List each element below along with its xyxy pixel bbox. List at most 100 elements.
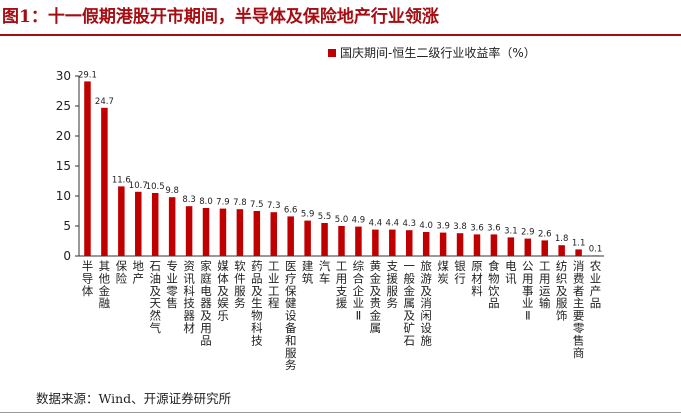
bar [151, 193, 159, 256]
x-tick-label: 药品及生物科技 [251, 259, 263, 347]
bar [168, 197, 176, 256]
legend-swatch [328, 49, 336, 57]
data-label: 9.8 [165, 186, 179, 196]
data-label: 7.5 [250, 200, 264, 210]
data-label: 6.6 [284, 205, 298, 215]
bar [304, 220, 311, 256]
bar [219, 208, 227, 256]
bar [321, 223, 328, 256]
data-label: 24.7 [95, 97, 114, 107]
bar [558, 245, 565, 256]
bar [575, 249, 582, 256]
value-labels: 29.1 24.7 11.610.710.5 9.88.3 8.0 7.9 7.8 7.5 7.… [78, 70, 602, 254]
bar [84, 81, 91, 257]
bar [338, 226, 345, 256]
x-tick-label: 专业零售 [166, 259, 178, 310]
data-label: 4.3 [402, 219, 416, 229]
bar [389, 229, 396, 256]
legend: 国庆期间-恒生二级行业收益率（%） [328, 45, 536, 60]
x-tick-label: 消费者主要零售商 [573, 259, 585, 360]
title-divider [0, 34, 681, 36]
data-label: 1.8 [555, 234, 569, 244]
y-tick-label: 15 [56, 159, 71, 173]
data-label: 3.1 [504, 226, 518, 236]
data-label: 11.6 [112, 175, 131, 185]
x-tick-label: 农业产品 [590, 259, 602, 310]
x-tick-label: 一般金属及矿石 [403, 259, 415, 347]
bar [270, 212, 278, 256]
x-tick-label: 电讯 [505, 259, 517, 285]
bar [372, 229, 379, 256]
bar [439, 232, 447, 256]
bar [185, 206, 193, 256]
legend-label: 国庆期间-恒生二级行业收益率（%） [340, 45, 536, 60]
bar [355, 226, 362, 256]
y-tick-label: 0 [63, 249, 71, 263]
bar [592, 255, 599, 256]
source-note: 数据来源：Wind、开源证券研究所 [36, 391, 232, 406]
data-label: 10.7 [129, 181, 148, 191]
x-tick-label: 公用事业 Ⅱ [522, 259, 534, 323]
bar [202, 208, 210, 256]
data-label: 1.1 [572, 238, 586, 248]
data-label: 3.6 [470, 223, 484, 233]
data-label: 4.0 [419, 221, 433, 231]
x-tick-label: 纺织及服饰 [556, 259, 568, 323]
x-tick-label: 地产 [133, 259, 145, 285]
bar-chart: 0 5 10 15 20 25 30 29.1 24.7 11.610.710.5 9.88.3 8… [56, 45, 604, 372]
bar [118, 186, 125, 256]
x-tick-label: 保险 [116, 259, 128, 285]
x-tick-label: 软件服务 [234, 259, 246, 310]
bar [101, 107, 108, 256]
x-tick-label: 建筑 [302, 259, 314, 285]
bar [473, 234, 481, 256]
data-label: 7.8 [233, 198, 247, 208]
x-tick-label: 黄金及贵金属 [370, 259, 382, 335]
data-label: 8.3 [182, 195, 196, 205]
data-label: 2.9 [521, 228, 535, 238]
bar [253, 211, 261, 256]
y-tick-label: 30 [56, 69, 71, 83]
bar [422, 232, 430, 256]
x-tick-label: 媒体及娱乐 [217, 259, 229, 323]
data-label: 5.9 [301, 210, 315, 220]
data-label: 10.5 [146, 182, 165, 192]
x-tick-label: 原材料 [471, 259, 483, 298]
x-tick-label: 综合企业 Ⅱ [353, 259, 365, 323]
x-tick-label: 家庭电器及用品 [200, 259, 212, 347]
bottom-divider [0, 412, 681, 413]
x-tick-label: 石油及天然气 [149, 259, 161, 335]
category-labels: 半导体其他金融保险地产石油及天然气专业零售资讯科技器材家庭电器及用品媒体及娱乐软… [82, 259, 602, 372]
data-label: 2.6 [538, 229, 552, 239]
x-tick-label: 半导体 [82, 259, 94, 298]
bar [405, 230, 413, 256]
data-label: 5.0 [335, 215, 349, 225]
x-tick-label: 汽车 [319, 259, 331, 285]
y-tick-label: 10 [56, 189, 71, 203]
bar [507, 237, 515, 256]
bar [236, 209, 244, 256]
bar [135, 191, 142, 256]
x-tick-label: 旅游及消闲设施 [420, 259, 432, 347]
data-label: 29.1 [78, 70, 97, 80]
y-tick-label: 25 [56, 99, 71, 113]
x-tick-label: 煤炭 [437, 259, 449, 285]
data-label: 7.9 [216, 198, 230, 208]
x-tick-label: 医疗保健设备和服务 [285, 259, 297, 372]
x-tick-label: 资讯科技器材 [183, 259, 195, 335]
x-tick-label: 工业工程 [268, 259, 280, 310]
data-label: 4.9 [352, 216, 366, 226]
bar [456, 233, 464, 256]
data-label: 4.4 [369, 219, 383, 229]
bars [84, 81, 599, 257]
data-label: 3.6 [487, 223, 501, 233]
x-tick-label: 支援服务 [387, 259, 399, 310]
data-label: 7.3 [267, 201, 281, 211]
data-label: 5.5 [318, 212, 332, 222]
data-label: 4.4 [386, 219, 400, 229]
bar [524, 238, 532, 256]
bar [490, 234, 498, 256]
bar [541, 240, 548, 256]
x-tick-label: 银行 [454, 259, 466, 285]
data-label: 8.0 [199, 197, 213, 207]
